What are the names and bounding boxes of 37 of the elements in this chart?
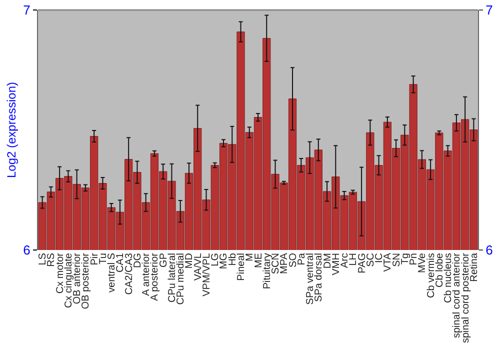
x-tick-label: Cb lobe <box>434 252 446 288</box>
x-tick-label: Tg <box>400 253 411 265</box>
x-tick-label: M <box>244 253 256 262</box>
x-tick-label: Pituitary <box>262 253 273 290</box>
x-tick-label: CA1 <box>115 252 126 272</box>
x-tick-label: Cx cingulate <box>63 252 74 308</box>
x-tick-label: A posterior <box>150 252 161 301</box>
x-tick-label: PAG <box>356 252 368 274</box>
x-tick-label: spinal cord posterior <box>460 252 472 344</box>
x-tick-label: CA2/CA3 <box>124 252 135 295</box>
x-tick-label: GP <box>158 252 170 268</box>
x-tick-label: Pineal <box>236 253 247 281</box>
x-tick-label: SO <box>288 252 299 268</box>
x-tick-label: SC <box>365 253 376 267</box>
x-tick-label: Pa <box>296 252 308 266</box>
x-tick-label: OB posterior <box>80 252 92 310</box>
x-tick-label: Retina <box>468 252 480 282</box>
x-tick-label: spinal cord anterior <box>452 252 463 338</box>
x-tick-label: Pir <box>89 252 100 266</box>
x-tick-label: MVe <box>417 252 428 274</box>
x-tick-label: SPa dorsal <box>314 253 325 302</box>
x-tick-label: MPA <box>279 252 290 274</box>
y-axis-title: Log2 (expression) <box>4 82 18 178</box>
x-tick-label: DM <box>322 253 334 269</box>
x-tick-label: LH <box>348 253 360 266</box>
x-tick-label: VPM/VPL <box>201 252 212 296</box>
x-tick-label: VMH <box>330 253 342 276</box>
x-tick-label: SCN <box>270 253 282 274</box>
y2-tick-label: 6 <box>486 242 493 258</box>
x-tick-label: Hb <box>227 252 238 266</box>
x-tick-label: DG <box>132 252 144 268</box>
y2-tick-label: 7 <box>486 2 493 18</box>
x-tick-label: Tu <box>98 253 109 264</box>
x-tick-label: SN <box>391 253 402 267</box>
x-tick-label: RS <box>46 252 58 267</box>
x-tick-label: VTA <box>382 252 394 272</box>
x-tick-label: ME <box>253 252 264 268</box>
